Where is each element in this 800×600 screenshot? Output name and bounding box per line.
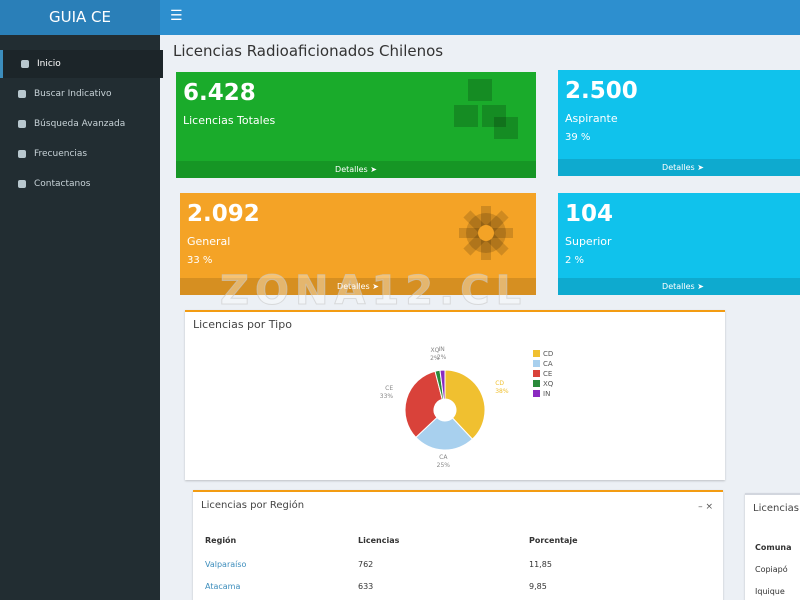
panel-title: Licencias por Región — [201, 500, 305, 511]
column-header[interactable]: Licencias — [358, 536, 400, 545]
stat-percent: 33 % — [187, 255, 213, 266]
stat-value: 2.500 — [565, 78, 638, 104]
legend-label: CD — [543, 350, 553, 358]
chart-panel: Licencias por Tipo CD 38% CD CA 25% CA CE 33% CE X… — [185, 310, 725, 480]
table-cell: 9,85 — [529, 582, 547, 591]
slice-label: XQ — [430, 347, 439, 354]
slice-value-label: 2% — [430, 355, 440, 362]
page-title: Licencias Radioaficionados Chilenos — [173, 42, 444, 60]
legend-swatch — [533, 350, 540, 357]
details-link[interactable]: Detalles ➤ — [558, 278, 800, 295]
box-icon — [459, 206, 513, 260]
nav-label[interactable]: Inicio — [37, 59, 61, 69]
column-header[interactable]: Comuna — [755, 543, 792, 552]
donut-slice — [404, 370, 443, 439]
column-header[interactable]: Porcentaje — [529, 536, 578, 545]
nav-item[interactable]: Búsqueda Avanzada — [0, 110, 160, 138]
stat-box: 104 Superior 2 % Detalles ➤ — [558, 193, 800, 295]
table-cell: Copiapó — [755, 565, 788, 574]
stat-label: General — [187, 235, 231, 248]
details-link[interactable]: Detalles ➤ — [558, 159, 800, 176]
panel-controls[interactable]: – × — [698, 502, 713, 512]
legend-label: IN — [543, 390, 550, 398]
stat-value: 2.092 — [187, 201, 260, 227]
stat-box: 2.500 Aspirante 39 % Detalles ➤ — [558, 70, 800, 176]
slice-value-label: 38% — [495, 388, 509, 395]
stat-label: Superior — [565, 235, 612, 248]
table-cell[interactable]: Atacama — [205, 582, 241, 591]
nav-label[interactable]: Buscar Indicativo — [34, 89, 112, 99]
legend-swatch — [533, 370, 540, 377]
slice-label: CD — [495, 380, 504, 387]
legend-swatch — [533, 390, 540, 397]
stat-box: 2.092 General 33 % Detalles ➤ — [180, 193, 536, 295]
stat-box: 6.428 Licencias Totales Detalles ➤ — [176, 72, 536, 178]
slice-value-label: 2% — [437, 354, 447, 361]
slice-label: CE — [385, 385, 393, 392]
stat-value: 6.428 — [183, 80, 256, 106]
stat-percent: 2 % — [565, 255, 585, 266]
legend-label: CA — [543, 360, 553, 368]
table-cell[interactable]: Valparaíso — [205, 560, 247, 569]
details-link[interactable]: Detalles ➤ — [180, 278, 536, 295]
table-panel: Licencias Comuna Copiapó Iquique — [745, 493, 800, 600]
sidebar — [0, 35, 160, 600]
panel-title: Licencias — [753, 503, 799, 514]
slice-value-label: 33% — [380, 393, 394, 400]
nav-item[interactable]: Contactanos — [0, 170, 160, 198]
legend-swatch — [533, 360, 540, 367]
details-link[interactable]: Detalles ➤ — [176, 161, 536, 178]
box-icon — [454, 79, 518, 139]
slice-label: IN — [438, 346, 444, 353]
table-cell: Iquique — [755, 587, 785, 596]
legend-label: CE — [543, 370, 552, 378]
brand[interactable]: GUIA CE — [0, 0, 160, 35]
nav-item[interactable]: Buscar Indicativo — [0, 80, 160, 108]
nav-label[interactable]: Frecuencias — [34, 149, 88, 159]
nav-label[interactable]: Contactanos — [34, 179, 91, 189]
table-cell: 633 — [358, 582, 374, 591]
table-cell: 762 — [358, 560, 374, 569]
legend-label: XQ — [543, 380, 554, 388]
nav-item[interactable]: Inicio — [0, 50, 163, 78]
stat-label: Licencias Totales — [183, 114, 276, 127]
column-header[interactable]: Región — [205, 536, 237, 545]
watermark: ZONA12.CL — [219, 268, 528, 315]
table-panel: Licencias por Región – × Región Licencias Po… — [193, 490, 723, 600]
stat-value: 104 — [565, 201, 614, 227]
panel-title: Licencias por Tipo — [193, 318, 292, 331]
stat-percent: 39 % — [565, 132, 591, 143]
table-cell: 11,85 — [529, 560, 552, 569]
nav-item[interactable]: Frecuencias — [0, 140, 160, 168]
nav-label[interactable]: Búsqueda Avanzada — [34, 119, 126, 129]
donut-slice — [415, 416, 474, 451]
slice-label: CA — [439, 454, 448, 461]
legend-swatch — [533, 380, 540, 387]
menu-toggle[interactable]: ☰ — [170, 8, 183, 24]
stat-label: Aspirante — [565, 112, 618, 125]
donut-slice — [444, 369, 486, 440]
slice-value-label: 25% — [437, 462, 451, 469]
donut-slice — [439, 369, 446, 400]
